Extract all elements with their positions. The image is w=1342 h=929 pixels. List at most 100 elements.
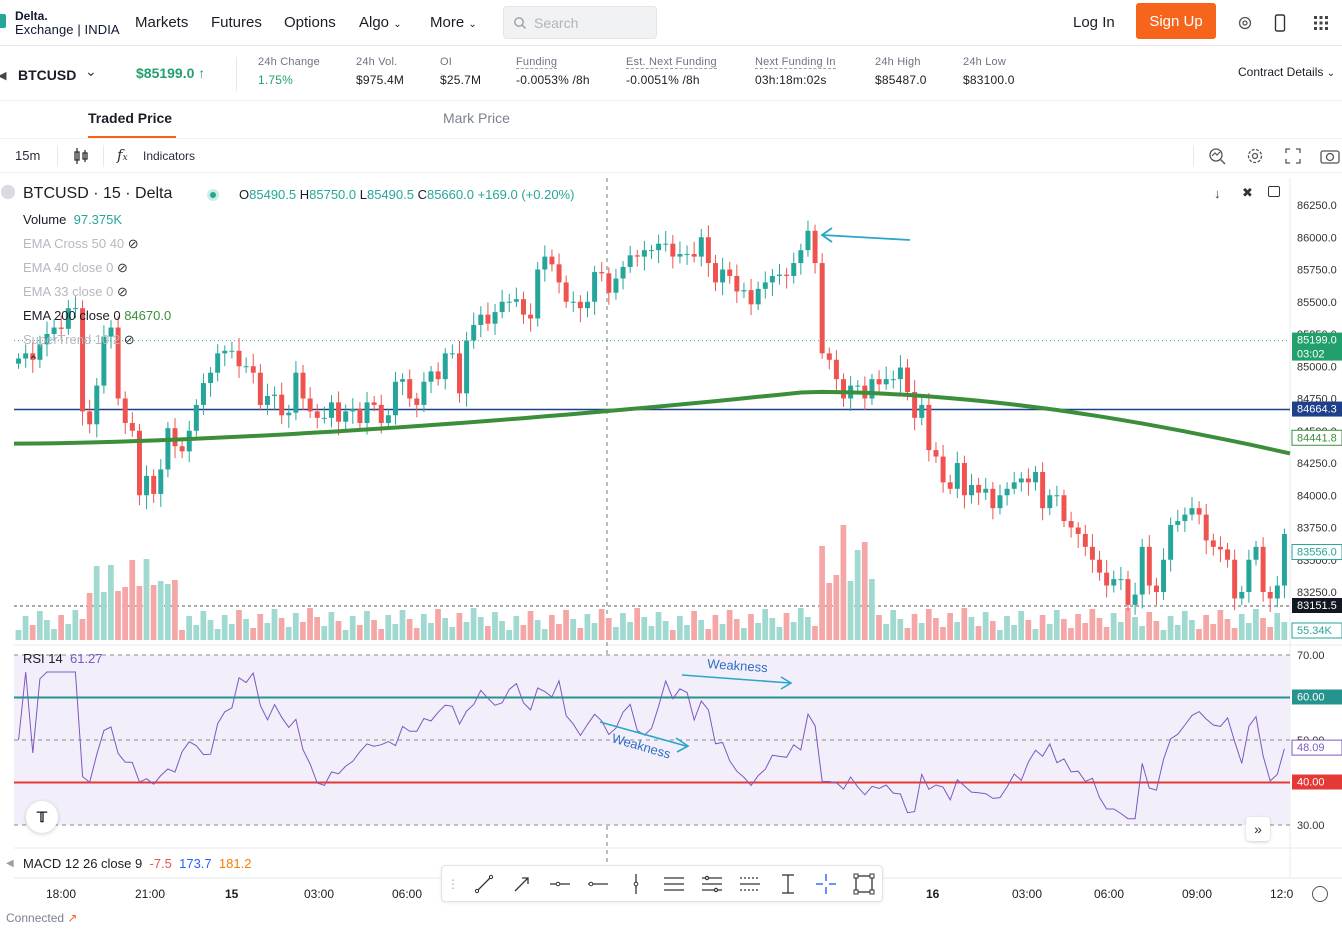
apps-grid-icon[interactable] — [1310, 12, 1332, 34]
rsi-tick-label: 70.00 — [1297, 650, 1325, 662]
hidden-eye-icon[interactable]: ⊘ — [123, 332, 135, 347]
indicators-button[interactable]: Indicators — [143, 149, 196, 163]
legend-volume[interactable]: Volume 97.375K — [23, 212, 122, 227]
fib-retracement-icon[interactable] — [700, 873, 724, 895]
candle-body — [1075, 527, 1081, 534]
quick-search-icon[interactable] — [1205, 145, 1229, 167]
legend-ema-cross[interactable]: EMA Cross 50 40 ⊘ — [23, 236, 139, 252]
volume-bar — [726, 610, 733, 640]
legend-supertrend[interactable]: SuperTrend 10 2 ⊘ — [23, 332, 135, 348]
mobile-icon[interactable] — [1269, 12, 1291, 34]
candle-body — [1210, 540, 1216, 547]
volume-bar — [172, 580, 178, 640]
chevron-down-icon[interactable]: ⌄ — [85, 63, 97, 79]
divider — [57, 145, 58, 167]
volume-bar — [541, 629, 548, 640]
ema33-label: EMA 33 close 0 — [23, 284, 114, 299]
candle-body — [179, 446, 185, 452]
expand-left-icon[interactable]: ◀ — [6, 858, 14, 869]
candle-body — [1239, 592, 1245, 599]
tab-mark-price[interactable]: Mark Price — [443, 110, 510, 126]
scroll-right-icon[interactable]: » — [1246, 817, 1270, 841]
logo-icon[interactable] — [0, 14, 6, 28]
arrow-tool-icon[interactable] — [510, 873, 534, 895]
ema-price-tag-bg — [1291, 429, 1342, 446]
rsi-legend[interactable]: RSI 14 61.27 — [23, 651, 103, 666]
horizontal-ray-icon[interactable] — [548, 873, 572, 895]
volume-bar — [691, 611, 697, 640]
stat-est-next-funding[interactable]: Est. Next Funding -0.0051% /8h — [626, 56, 717, 87]
parallel-channel-icon[interactable] — [662, 873, 686, 895]
volume-bar — [65, 624, 72, 640]
camera-icon[interactable] — [1318, 145, 1342, 167]
chart-settings-icon[interactable] — [1243, 145, 1267, 167]
fib-extension-icon[interactable] — [738, 873, 762, 895]
legend-ema200[interactable]: EMA 200 close 0 84670.0 — [23, 308, 171, 323]
drag-handle-icon[interactable]: ⋮ — [447, 877, 459, 891]
tradingview-logo-icon[interactable]: 𝕋 — [26, 801, 58, 833]
volume-bar — [883, 624, 889, 640]
nav-markets[interactable]: Markets — [135, 14, 189, 31]
price-tick-label: 85750.0 — [1297, 265, 1337, 277]
macd-legend[interactable]: MACD 12 26 close 9 -7.5 173.7 181.2 — [23, 856, 251, 871]
star-icon[interactable]: ◀ — [0, 70, 7, 82]
hidden-eye-icon[interactable]: ⊘ — [116, 260, 128, 275]
time-tick-label: 12:0 — [1270, 887, 1294, 901]
measure-icon[interactable] — [776, 873, 800, 895]
macd-value-3: 181.2 — [218, 856, 252, 871]
divider — [103, 145, 104, 167]
fullscreen-icon[interactable] — [1281, 145, 1305, 167]
volume-bar — [840, 525, 847, 640]
maximize-pane-icon[interactable] — [1268, 186, 1280, 197]
volume-bar — [1103, 627, 1110, 640]
contract-details-button[interactable]: Contract Details ⌄ — [1238, 65, 1335, 79]
trend-line-icon[interactable] — [472, 873, 496, 895]
logo-subtext[interactable]: Exchange | INDIA — [15, 22, 120, 37]
candle-body — [421, 381, 427, 405]
hidden-eye-icon[interactable]: ⊘ — [116, 284, 128, 299]
rectangle-select-icon[interactable] — [852, 873, 876, 895]
volume-bar — [1068, 628, 1074, 640]
signup-button[interactable]: Sign Up — [1136, 3, 1216, 39]
symbol-selector[interactable]: BTCUSD — [18, 67, 77, 83]
stat-next-funding-in[interactable]: Next Funding In 03h:18m:02s — [755, 56, 836, 87]
arrow-down-icon[interactable]: ↓ — [1214, 186, 1221, 201]
candle-body — [250, 366, 256, 373]
candle-body — [456, 353, 462, 394]
search-box[interactable] — [503, 6, 657, 39]
hidden-eye-icon[interactable]: ⊘ — [127, 236, 139, 251]
external-link-icon[interactable]: ↗ — [67, 911, 78, 925]
collapse-legend-icon[interactable]: ⌃ — [28, 353, 39, 368]
nav-algo[interactable]: Algo ⌄ — [359, 14, 402, 31]
rsi-tick-label: 30.00 — [1297, 820, 1325, 832]
settings-icon[interactable] — [1234, 12, 1256, 34]
supertrend-label: SuperTrend 10 2 — [23, 332, 121, 347]
candle-body — [855, 385, 861, 387]
collapse-pane-icon[interactable]: ✖ — [1242, 185, 1253, 200]
interval-selector[interactable]: 15m — [15, 148, 41, 163]
legend-ema40[interactable]: EMA 40 close 0 ⊘ — [23, 260, 128, 276]
stat-funding[interactable]: Funding -0.0053% /8h — [516, 56, 590, 87]
nav-more[interactable]: More ⌄ — [430, 14, 477, 31]
nav-options[interactable]: Options — [284, 14, 336, 31]
time-settings-icon[interactable] — [1312, 886, 1328, 902]
st-price-tag: 83556.0 — [1297, 547, 1337, 559]
logo-text[interactable]: Delta. — [15, 9, 48, 23]
horizontal-line-icon[interactable] — [586, 873, 610, 895]
search-input[interactable] — [534, 13, 652, 33]
candle-body — [905, 367, 911, 393]
volume-bar — [669, 630, 676, 640]
legend-title[interactable]: BTCUSD · 15 · Delta — [23, 185, 173, 202]
nav-futures[interactable]: Futures — [211, 14, 262, 31]
candle-type-icon[interactable] — [69, 145, 93, 167]
vertical-line-icon[interactable] — [624, 873, 648, 895]
crosshair-icon[interactable] — [814, 873, 838, 895]
candle-body — [1118, 579, 1124, 581]
volume-bar — [819, 546, 825, 640]
legend-ema33[interactable]: EMA 33 close 0 ⊘ — [23, 284, 128, 300]
volume-bar — [733, 619, 740, 640]
tab-traded-price[interactable]: Traded Price — [88, 110, 173, 126]
fx-icon[interactable]: fx — [117, 146, 128, 164]
login-button[interactable]: Log In — [1073, 14, 1115, 31]
